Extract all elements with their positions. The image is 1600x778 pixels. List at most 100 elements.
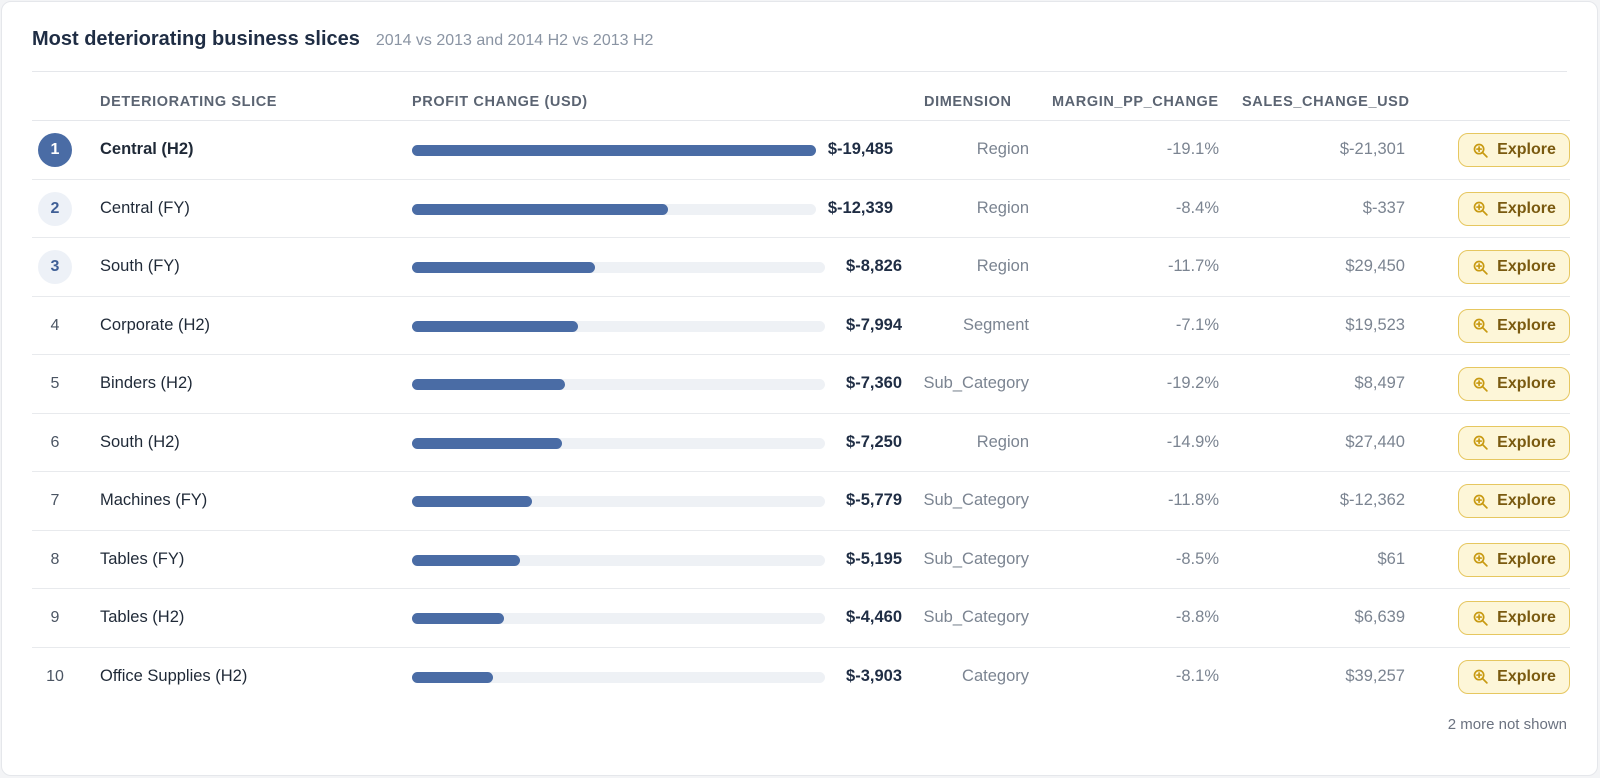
rank-badge: 9 bbox=[50, 609, 60, 626]
dimension-value: Region bbox=[976, 432, 1029, 451]
table-row: 2 Central (FY) $-12,339 Region -8.4% $-337 Exp… bbox=[32, 180, 1570, 238]
zoom-in-icon bbox=[1472, 317, 1489, 334]
column-header-margin: MARGIN_PP_CHANGE bbox=[1052, 94, 1219, 110]
column-header-profit: PROFIT CHANGE (USD) bbox=[412, 94, 588, 110]
rank-badge: 6 bbox=[50, 433, 60, 451]
dimension-value: Sub_Category bbox=[923, 608, 1030, 626]
slice-name: Tables (FY) bbox=[100, 549, 185, 568]
table-row: 5 Binders (H2) $-7,360 Sub_Category -19.2% $8… bbox=[32, 355, 1570, 414]
table-row: 1 Central (H2) $-19,485 Region -19.1% $-21,30… bbox=[32, 121, 1570, 180]
margin-change: -7.1% bbox=[1175, 315, 1219, 334]
explore-button[interactable]: Explore bbox=[1458, 425, 1570, 460]
profit-bar-track bbox=[412, 613, 825, 624]
slice-name: Central (FY) bbox=[100, 198, 190, 217]
slice-name: Machines (FY) bbox=[100, 491, 208, 509]
explore-button[interactable]: Explore bbox=[1458, 367, 1570, 401]
sales-change: $39,257 bbox=[1345, 666, 1405, 685]
explore-button[interactable]: Explore bbox=[1458, 308, 1570, 343]
profit-change: $-5,779 bbox=[846, 491, 902, 509]
rank-badge: 4 bbox=[50, 316, 60, 334]
table-row: 4 Corporate (H2) $-7,994 Segment -7.1% $19,52… bbox=[32, 297, 1570, 355]
explore-label: Explore bbox=[1497, 550, 1556, 568]
profit-bar-fill bbox=[412, 145, 816, 156]
profit-bar-track bbox=[412, 671, 825, 683]
rank-badge: 7 bbox=[50, 492, 60, 509]
explore-button[interactable]: Explore bbox=[1458, 191, 1570, 226]
profit-bar-track bbox=[412, 320, 825, 332]
profit-bar-fill bbox=[412, 554, 520, 566]
explore-label: Explore bbox=[1497, 433, 1556, 451]
profit-change: $-7,360 bbox=[846, 374, 902, 392]
explore-label: Explore bbox=[1497, 609, 1556, 626]
margin-change: -8.5% bbox=[1175, 549, 1219, 568]
profit-bar-fill bbox=[412, 496, 532, 507]
dimension-value: Sub_Category bbox=[923, 491, 1030, 509]
margin-change: -8.4% bbox=[1175, 198, 1219, 217]
column-header-slice: DETERIORATING SLICE bbox=[100, 94, 278, 110]
zoom-in-icon bbox=[1472, 668, 1489, 685]
explore-label: Explore bbox=[1497, 667, 1556, 685]
rank-badge: 8 bbox=[50, 550, 60, 568]
rank-badge: 10 bbox=[46, 667, 64, 685]
rank-badge: 1 bbox=[38, 133, 72, 167]
zoom-in-icon bbox=[1472, 610, 1489, 627]
profit-bar-track bbox=[412, 437, 825, 449]
sales-change: $29,450 bbox=[1345, 257, 1405, 275]
profit-bar-track bbox=[412, 554, 825, 566]
zoom-in-icon bbox=[1472, 434, 1489, 451]
sales-change: $-337 bbox=[1362, 198, 1405, 217]
dimension-value: Sub_Category bbox=[923, 374, 1030, 392]
card-subtitle: 2014 vs 2013 and 2014 H2 vs 2013 H2 bbox=[375, 32, 654, 49]
profit-bar-fill bbox=[412, 671, 493, 683]
rank-badge: 3 bbox=[38, 250, 72, 284]
dimension-value: Segment bbox=[962, 315, 1029, 334]
dimension-value: Category bbox=[962, 666, 1029, 685]
explore-button[interactable]: Explore bbox=[1458, 542, 1570, 577]
slice-name: Office Supplies (H2) bbox=[100, 666, 248, 685]
sales-change: $61 bbox=[1377, 549, 1405, 568]
sales-change: $19,523 bbox=[1345, 315, 1405, 334]
rank-badge: 5 bbox=[50, 375, 60, 392]
sales-change: $-12,362 bbox=[1339, 491, 1405, 509]
slice-name: Tables (H2) bbox=[100, 608, 185, 626]
explore-button[interactable]: Explore bbox=[1458, 601, 1570, 635]
sales-change: $6,639 bbox=[1354, 608, 1405, 626]
margin-change: -11.7% bbox=[1167, 257, 1219, 275]
profit-bar-track bbox=[412, 145, 816, 156]
slice-name: Binders (H2) bbox=[100, 374, 193, 392]
zoom-in-icon bbox=[1472, 142, 1489, 159]
column-header-sales: SALES_CHANGE_USD bbox=[1242, 94, 1410, 110]
profit-bar-track bbox=[412, 262, 825, 273]
column-header-dimension: DIMENSION bbox=[924, 94, 1012, 110]
slice-name: South (FY) bbox=[100, 257, 180, 275]
card-header: Most deteriorating business slices 2014 … bbox=[32, 28, 1567, 72]
explore-label: Explore bbox=[1497, 492, 1556, 509]
explore-button[interactable]: Explore bbox=[1458, 250, 1570, 284]
dimension-value: Region bbox=[976, 140, 1029, 158]
profit-bar-track bbox=[412, 379, 825, 390]
margin-change: -14.9% bbox=[1166, 432, 1219, 451]
slice-name: South (H2) bbox=[100, 432, 180, 451]
table-row: 6 South (H2) $-7,250 Region -14.9% $27,440 Exp… bbox=[32, 414, 1570, 472]
dimension-value: Region bbox=[976, 198, 1029, 217]
profit-bar-fill bbox=[412, 613, 504, 624]
explore-label: Explore bbox=[1497, 375, 1556, 392]
margin-change: -19.1% bbox=[1166, 140, 1219, 158]
explore-button[interactable]: Explore bbox=[1458, 133, 1570, 167]
explore-button[interactable]: Explore bbox=[1458, 484, 1570, 518]
zoom-in-icon bbox=[1472, 200, 1489, 217]
margin-change: -8.8% bbox=[1175, 608, 1219, 626]
explore-label: Explore bbox=[1497, 141, 1556, 158]
margin-change: -8.1% bbox=[1175, 666, 1219, 685]
explore-label: Explore bbox=[1497, 199, 1556, 217]
margin-change: -19.2% bbox=[1166, 374, 1219, 392]
rank-badge: 2 bbox=[38, 191, 72, 226]
profit-change: $-3,903 bbox=[846, 666, 902, 685]
profit-bar-fill bbox=[412, 379, 565, 390]
table-row: 8 Tables (FY) $-5,195 Sub_Category -8.5% $61 E… bbox=[32, 531, 1570, 589]
slice-name: Corporate (H2) bbox=[100, 315, 211, 334]
profit-change: $-19,485 bbox=[827, 140, 893, 158]
explore-button[interactable]: Explore bbox=[1458, 659, 1570, 694]
table-row: 7 Machines (FY) $-5,779 Sub_Category -11.8% $… bbox=[32, 472, 1570, 531]
profit-bar-fill bbox=[412, 203, 668, 215]
